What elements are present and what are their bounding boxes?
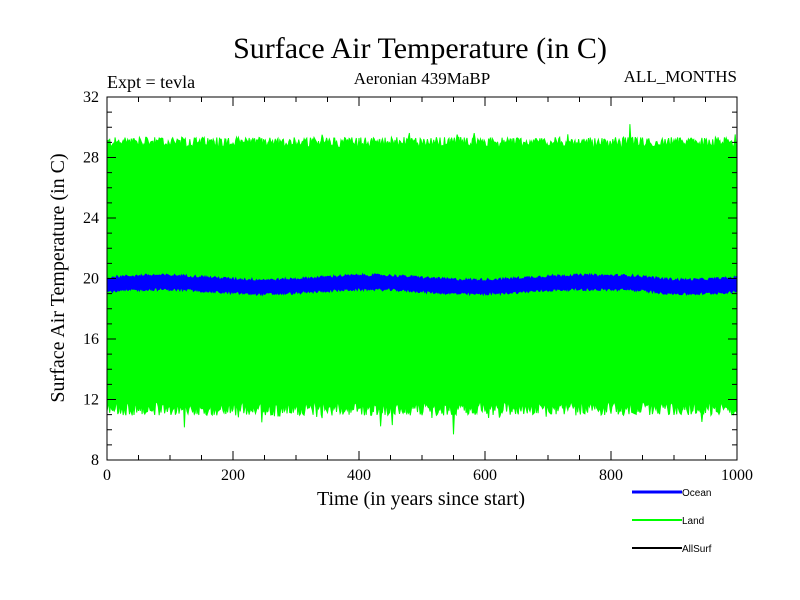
experiment-label: Expt = tevla (107, 72, 195, 92)
y-tick-label: 24 (83, 210, 99, 227)
period-label: ALL_MONTHS (624, 67, 737, 86)
y-tick-label: 12 (83, 392, 99, 409)
chart-subtitle: Aeronian 439MaBP (354, 69, 490, 88)
y-tick-label: 8 (91, 452, 99, 469)
x-tick-label: 0 (103, 467, 111, 484)
y-tick-label: 32 (83, 89, 99, 106)
y-tick-label: 28 (83, 150, 99, 167)
legend: Ocean Land AllSurf (632, 488, 712, 555)
legend-label-allsurf: AllSurf (682, 544, 712, 555)
x-tick-label: 200 (221, 467, 245, 484)
chart-title: Surface Air Temperature (in C) (233, 32, 607, 65)
y-tick-label: 20 (83, 271, 99, 288)
x-axis-label: Time (in years since start) (317, 488, 525, 510)
legend-label-ocean: Ocean (682, 488, 711, 499)
x-axis-ticks: 0 200 400 600 800 1000 (103, 97, 753, 484)
x-tick-label: 600 (473, 467, 497, 484)
x-tick-label: 400 (347, 467, 371, 484)
x-tick-label: 1000 (721, 467, 753, 484)
x-tick-label: 800 (599, 467, 623, 484)
legend-label-land: Land (682, 516, 704, 527)
y-axis-label: Surface Air Temperature (in C) (47, 153, 69, 402)
y-axis-ticks: 8 12 16 20 24 28 32 (83, 89, 737, 469)
y-tick-label: 16 (83, 331, 99, 348)
